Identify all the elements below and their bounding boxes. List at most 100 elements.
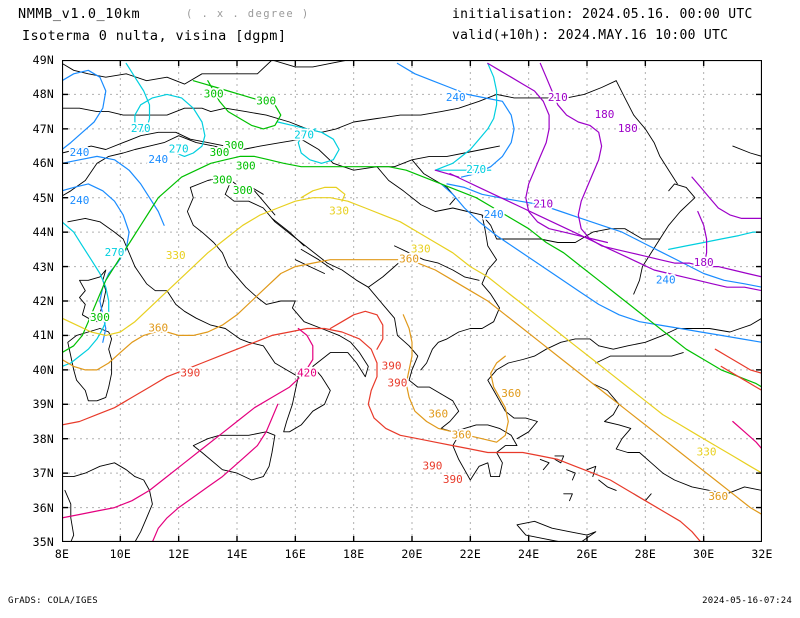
contour-label: 300 — [212, 174, 232, 187]
svg-text:300: 300 — [224, 139, 244, 152]
y-tick-label: 45N — [32, 190, 54, 205]
contour-label: 240 — [484, 208, 504, 221]
initialisation-time: initialisation: 2024.05.16. 00:00 UTC — [452, 7, 753, 22]
svg-text:330: 330 — [411, 242, 431, 255]
svg-text:300: 300 — [212, 174, 232, 187]
units-note: ( . x . degree ) — [186, 8, 310, 20]
x-tick-label: 18E — [342, 547, 365, 561]
y-tick-label: 44N — [32, 225, 54, 240]
contour-label: 180 — [618, 122, 638, 135]
svg-text:210: 210 — [533, 198, 553, 211]
x-tick-label: 32E — [751, 547, 773, 561]
svg-text:240: 240 — [656, 273, 676, 286]
render-timestamp: 2024-05-16-07:24 — [702, 596, 792, 606]
contour-label: 360 — [148, 322, 168, 335]
field-title: Isoterma 0 nulta, visina [dgpm] — [22, 28, 287, 44]
contour-label: 300 — [210, 146, 230, 159]
svg-text:390: 390 — [443, 473, 463, 486]
contour-label: 390 — [443, 473, 463, 486]
x-tick-label: 22E — [459, 547, 482, 561]
svg-text:300: 300 — [236, 160, 256, 173]
contour-label: 240 — [656, 273, 676, 286]
model-title: NMMB_v1.0_10km — [18, 6, 141, 22]
contour-label: 360 — [501, 387, 521, 400]
svg-text:180: 180 — [694, 256, 714, 269]
chart-header: NMMB_v1.0_10km ( . x . degree ) Isoterma… — [0, 0, 800, 52]
axis-ticks — [62, 60, 762, 542]
svg-text:240: 240 — [70, 194, 90, 207]
contour-label: 360 — [428, 408, 448, 421]
contour-label: 390 — [387, 377, 407, 390]
contour-label: 330 — [329, 204, 349, 217]
y-tick-label: 47N — [32, 121, 54, 136]
source-credit: GrADS: COLA/IGES — [8, 596, 98, 606]
chart-footer: GrADS: COLA/IGES 2024-05-16-07:24 — [0, 588, 800, 618]
svg-text:240: 240 — [484, 208, 504, 221]
svg-text:270: 270 — [105, 246, 125, 259]
contour-label: 390 — [422, 459, 442, 472]
svg-text:180: 180 — [595, 108, 615, 121]
svg-text:270: 270 — [169, 143, 189, 156]
svg-text:420: 420 — [297, 366, 317, 379]
x-tick-label: 24E — [517, 547, 540, 561]
svg-text:270: 270 — [294, 129, 314, 142]
contour-label: 300 — [256, 94, 276, 107]
svg-text:240: 240 — [148, 153, 168, 166]
svg-text:390: 390 — [382, 359, 402, 372]
x-tick-label: 20E — [401, 547, 423, 561]
contour-map-plot: 240 240 240 240 270 270 270 270 240 240 300 300 300 3… — [33, 53, 773, 561]
contour-label: 360 — [708, 490, 728, 503]
contour-label: 420 — [297, 366, 317, 379]
map-canvas: 2402402402402702702702702402403003003003… — [62, 60, 762, 542]
x-tick-label: 30E — [692, 547, 715, 561]
contour-label: 180 — [595, 108, 615, 121]
contour-label: 270 — [105, 246, 125, 259]
contour-label: 210 — [533, 198, 553, 211]
x-tick-label: 10E — [109, 547, 132, 561]
svg-text:390: 390 — [387, 377, 407, 390]
contour-label: 300 — [236, 160, 256, 173]
svg-text:180: 180 — [618, 122, 638, 135]
contour-label: 270 — [294, 129, 314, 142]
contour-label: 270 — [131, 122, 151, 135]
y-tick-label: 41N — [32, 328, 54, 343]
svg-text:390: 390 — [422, 459, 442, 472]
contour-label: 390 — [180, 366, 200, 379]
svg-text:360: 360 — [428, 408, 448, 421]
svg-text:390: 390 — [180, 366, 200, 379]
svg-text:300: 300 — [256, 94, 276, 107]
contour-label: 240 — [446, 91, 466, 104]
y-tick-label: 49N — [32, 53, 54, 67]
x-tick-label: 12E — [167, 547, 190, 561]
x-tick-label: 14E — [226, 547, 248, 561]
x-tick-label: 28E — [634, 547, 657, 561]
y-tick-label: 37N — [32, 466, 54, 481]
contour-label: 360 — [399, 253, 419, 266]
contour-label: 240 — [70, 146, 90, 159]
svg-text:210: 210 — [548, 91, 568, 104]
contour-label: 300 — [204, 87, 224, 100]
contour-label: 300 — [90, 311, 110, 324]
contour-label: 240 — [148, 153, 168, 166]
contour-label: 300 — [224, 139, 244, 152]
svg-text:240: 240 — [446, 91, 466, 104]
svg-text:360: 360 — [148, 322, 168, 335]
y-tick-label: 40N — [32, 362, 54, 377]
contour-label: 180 — [694, 256, 714, 269]
contour-label: 270 — [466, 163, 486, 176]
contour-label: 210 — [548, 91, 568, 104]
svg-text:300: 300 — [233, 184, 253, 197]
svg-text:300: 300 — [90, 311, 110, 324]
svg-text:360: 360 — [399, 253, 419, 266]
svg-text:300: 300 — [204, 87, 224, 100]
contour-label: 330 — [697, 445, 717, 458]
contour-label: 330 — [166, 249, 186, 262]
svg-text:360: 360 — [708, 490, 728, 503]
y-tick-label: 46N — [32, 156, 54, 171]
contour-label: 270 — [169, 143, 189, 156]
contour-label: 390 — [382, 359, 402, 372]
x-tick-label: 26E — [576, 547, 598, 561]
y-tick-label: 39N — [32, 397, 54, 412]
contour-label: 360 — [452, 428, 472, 441]
svg-text:330: 330 — [166, 249, 186, 262]
